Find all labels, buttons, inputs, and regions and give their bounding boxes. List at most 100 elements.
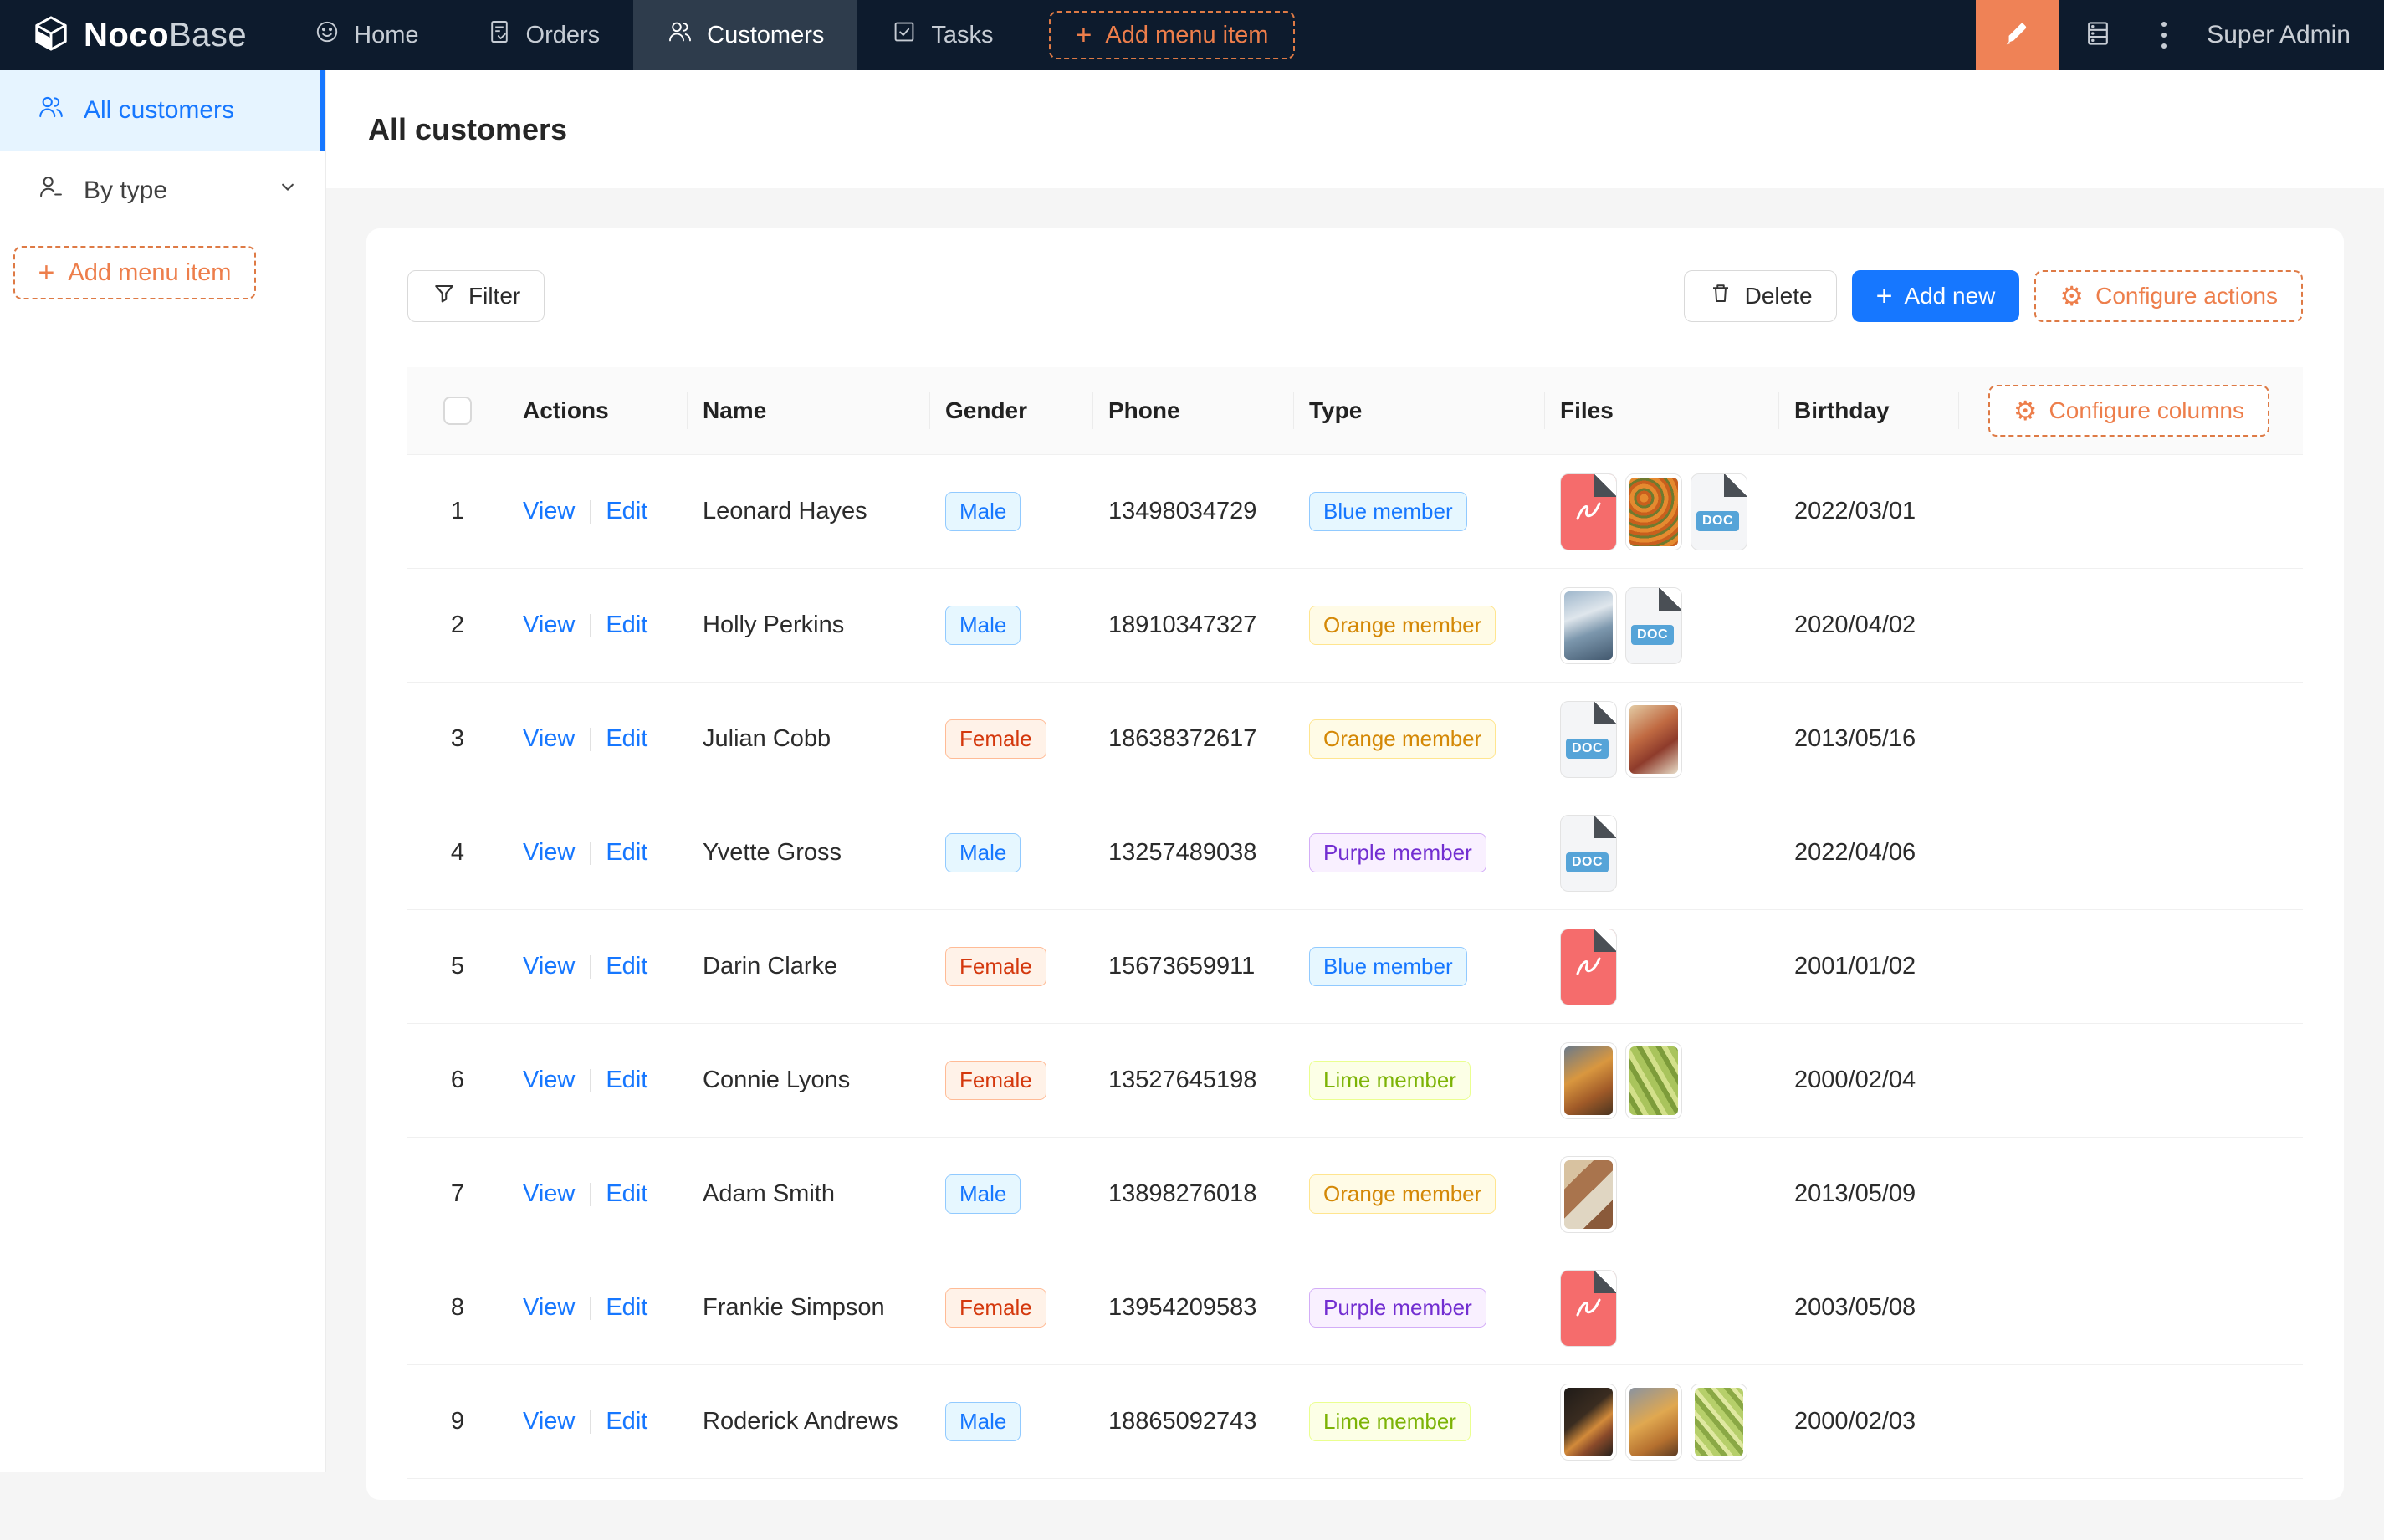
customer-name: Connie Lyons	[688, 1067, 930, 1094]
birthday-cell: 2000/02/03	[1779, 1408, 1959, 1435]
edit-link[interactable]: Edit	[606, 1294, 647, 1321]
image-attachment-thumbnail[interactable]	[1691, 1384, 1747, 1461]
view-link[interactable]: View	[523, 1408, 575, 1435]
gender-tag: Male	[945, 492, 1021, 531]
nav-item-home[interactable]: Home	[280, 0, 452, 70]
select-all-checkbox[interactable]	[443, 397, 472, 425]
doc-file-icon[interactable]: DOC	[1560, 815, 1617, 892]
member-type-cell: Lime member	[1294, 1061, 1545, 1100]
phone-number: 13257489038	[1093, 839, 1294, 867]
image-attachment-thumbnail[interactable]	[1625, 1042, 1682, 1119]
doc-badge: DOC	[1566, 739, 1609, 759]
add-new-button[interactable]: + Add new	[1852, 270, 2020, 322]
member-type-tag: Orange member	[1309, 606, 1496, 645]
member-type-cell: Lime member	[1294, 1402, 1545, 1441]
photo-food-1	[1629, 705, 1678, 774]
column-header-files: Files	[1545, 367, 1779, 454]
image-attachment-thumbnail[interactable]	[1625, 473, 1682, 550]
row-index: 8	[407, 1294, 508, 1322]
view-link[interactable]: View	[523, 498, 575, 524]
filter-label: Filter	[468, 283, 520, 310]
sidebar-add-menu-item-button[interactable]: + Add menu item	[13, 246, 256, 299]
image-attachment-thumbnail[interactable]	[1560, 587, 1617, 664]
configure-columns-label: Configure columns	[2049, 397, 2244, 424]
sidebar-item-by-type[interactable]: By type	[0, 151, 325, 231]
image-attachment-thumbnail[interactable]	[1625, 701, 1682, 778]
view-link[interactable]: View	[523, 1067, 575, 1093]
edit-link[interactable]: Edit	[606, 1067, 647, 1093]
member-type-cell: Orange member	[1294, 719, 1545, 759]
gear-icon: ⚙	[2013, 397, 2038, 424]
edit-link[interactable]: Edit	[606, 725, 647, 752]
view-link[interactable]: View	[523, 839, 575, 866]
nav-item-customers[interactable]: Customers	[633, 0, 857, 70]
page-header: All customers	[326, 70, 2384, 188]
user-menu[interactable]: Super Admin	[2192, 21, 2384, 49]
configure-columns-button[interactable]: ⚙ Configure columns	[1988, 385, 2269, 437]
pdf-file-icon[interactable]	[1560, 929, 1617, 1005]
member-type-tag: Purple member	[1309, 1288, 1486, 1328]
navbar-add-menu-item-button[interactable]: + Add menu item	[1049, 11, 1296, 59]
nav-item-label: Tasks	[931, 22, 993, 49]
orders-icon	[486, 18, 513, 52]
plugin-manager-button[interactable]	[2059, 0, 2136, 70]
column-header-gender: Gender	[930, 367, 1093, 454]
row-actions: View Edit	[508, 498, 688, 525]
pdf-file-icon[interactable]	[1560, 473, 1617, 550]
doc-file-icon[interactable]: DOC	[1625, 587, 1682, 664]
image-attachment-thumbnail[interactable]	[1625, 1384, 1682, 1461]
more-options-kebab-icon[interactable]	[2136, 22, 2192, 49]
edit-link[interactable]: Edit	[606, 1408, 647, 1435]
configure-actions-button[interactable]: ⚙ Configure actions	[2034, 270, 2303, 322]
row-actions: View Edit	[508, 953, 688, 980]
edit-link[interactable]: Edit	[606, 839, 647, 866]
image-attachment-thumbnail[interactable]	[1560, 1156, 1617, 1233]
gender-cell: Male	[930, 833, 1093, 872]
nav-item-tasks[interactable]: Tasks	[857, 0, 1026, 70]
brand-logo[interactable]: NocoBase	[0, 14, 280, 57]
column-header-birthday: Birthday	[1779, 367, 1959, 454]
filter-button[interactable]: Filter	[407, 270, 545, 322]
edit-link[interactable]: Edit	[606, 953, 647, 980]
pdf-file-icon[interactable]	[1560, 1270, 1617, 1347]
nav-item-label: Customers	[707, 22, 824, 49]
view-link[interactable]: View	[523, 953, 575, 980]
view-link[interactable]: View	[523, 1294, 575, 1321]
edit-link[interactable]: Edit	[606, 498, 647, 524]
edit-link[interactable]: Edit	[606, 611, 647, 638]
edit-link[interactable]: Edit	[606, 1180, 647, 1207]
birthday-cell: 2001/01/02	[1779, 953, 1959, 980]
view-link[interactable]: View	[523, 1180, 575, 1207]
sidebar-item-all-customers[interactable]: All customers	[0, 70, 325, 151]
actions-divider	[590, 1297, 591, 1320]
doc-file-icon[interactable]: DOC	[1560, 701, 1617, 778]
view-link[interactable]: View	[523, 725, 575, 752]
gender-cell: Female	[930, 1061, 1093, 1100]
column-header-name: Name	[688, 367, 930, 454]
view-link[interactable]: View	[523, 611, 575, 638]
image-attachment-thumbnail[interactable]	[1560, 1384, 1617, 1461]
actions-divider	[590, 614, 591, 637]
files-cell: DOC	[1545, 587, 1779, 664]
image-attachment-thumbnail[interactable]	[1560, 1042, 1617, 1119]
page-fold-icon	[1594, 701, 1617, 724]
content-area: Filter Delete + Add new ⚙	[326, 188, 2384, 1540]
by-type-icon	[37, 173, 65, 208]
nav-item-orders[interactable]: Orders	[453, 0, 634, 70]
navbar-right: Super Admin	[1976, 0, 2384, 70]
gear-icon: ⚙	[2059, 283, 2084, 310]
gender-tag: Male	[945, 1402, 1021, 1441]
ui-editor-button[interactable]	[1976, 0, 2059, 70]
doc-file-icon[interactable]: DOC	[1691, 473, 1747, 550]
files-cell	[1545, 1156, 1779, 1233]
row-actions: View Edit	[508, 1067, 688, 1094]
delete-button[interactable]: Delete	[1684, 270, 1837, 322]
member-type-cell: Purple member	[1294, 833, 1545, 872]
birthday-cell: 2020/04/02	[1779, 611, 1959, 639]
files-cell: DOC	[1545, 701, 1779, 778]
